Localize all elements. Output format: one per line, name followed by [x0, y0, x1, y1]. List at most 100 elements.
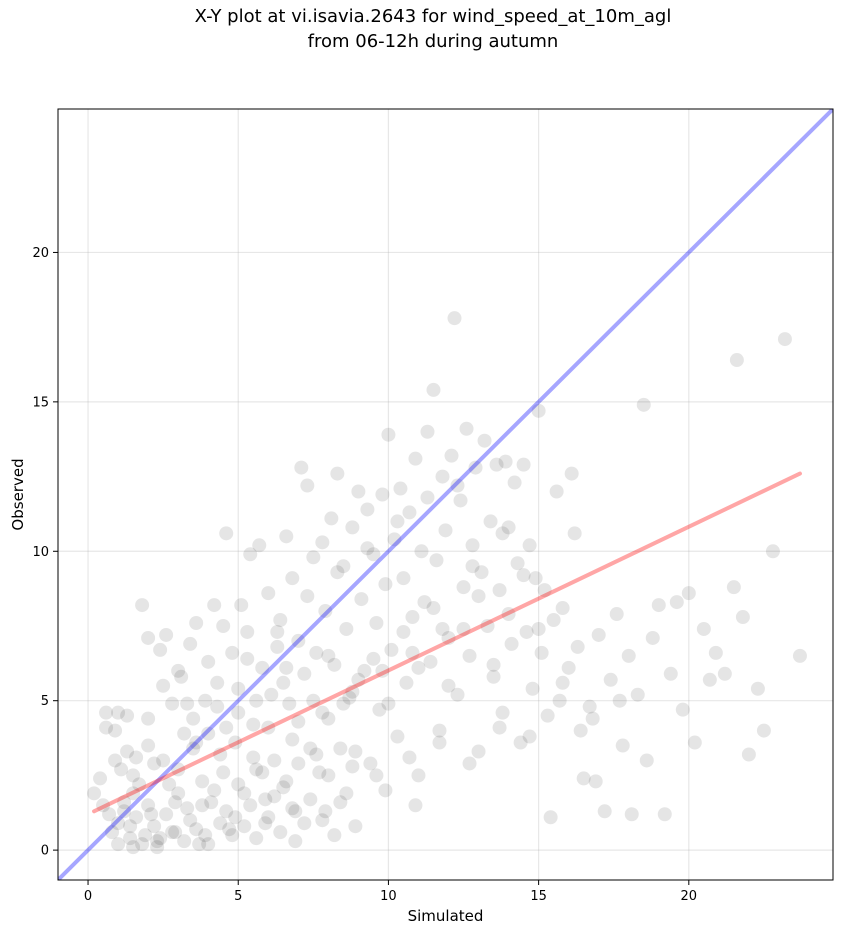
- scatter-point: [393, 481, 408, 496]
- scatter-point: [210, 699, 225, 714]
- regression-line: [92, 471, 802, 814]
- scatter-point: [306, 693, 321, 708]
- scatter-point: [279, 529, 294, 544]
- scatter-point: [516, 457, 531, 472]
- scatter-point: [381, 696, 396, 711]
- scatter-point: [180, 801, 195, 816]
- scatter-point: [345, 520, 360, 535]
- scatter-point: [366, 651, 381, 666]
- scatter-point: [297, 666, 312, 681]
- scatter-point: [192, 837, 207, 852]
- scatter-point: [435, 469, 450, 484]
- scatter-point: [516, 568, 531, 583]
- scatter-point: [249, 693, 264, 708]
- scatter-point: [108, 723, 123, 738]
- scatter-point: [105, 825, 120, 840]
- scatter-point: [663, 666, 678, 681]
- scatter-point: [381, 427, 396, 442]
- scatter-point: [126, 786, 141, 801]
- scatter-point: [306, 550, 321, 565]
- scatter-point: [258, 792, 273, 807]
- scatter-point: [552, 693, 567, 708]
- scatter-point: [696, 621, 711, 636]
- chart-subtitle: from 06-12h during autumn: [307, 31, 559, 52]
- scatter-point: [111, 837, 126, 852]
- scatter-point: [273, 613, 288, 628]
- scatter-point: [477, 433, 492, 448]
- scatter-point: [405, 645, 420, 660]
- scatter-point: [417, 595, 432, 610]
- scatter-point: [471, 744, 486, 759]
- scatter-point: [318, 804, 333, 819]
- scatter-point: [309, 645, 324, 660]
- scatter-point: [123, 831, 138, 846]
- scatter-point: [114, 762, 129, 777]
- scatter-point: [474, 565, 489, 580]
- scatter-point: [261, 720, 276, 735]
- y-tick-label: 0: [41, 844, 49, 859]
- scatter-point: [225, 645, 240, 660]
- scatter-point: [636, 397, 651, 412]
- scatter-point: [348, 819, 363, 834]
- scatter-point: [570, 639, 585, 654]
- scatter-point: [228, 735, 243, 750]
- scatter-point: [717, 666, 732, 681]
- scatter-point: [279, 660, 294, 675]
- y-tick-label: 10: [32, 545, 49, 560]
- scatter-point: [309, 747, 324, 762]
- scatter-point: [321, 768, 336, 783]
- scatter-point: [102, 807, 117, 822]
- scatter-point: [519, 624, 534, 639]
- scatter-point: [495, 526, 510, 541]
- scatter-point: [201, 654, 216, 669]
- scatter-point: [321, 648, 336, 663]
- scatter-point: [339, 621, 354, 636]
- scatter-point: [189, 616, 204, 630]
- scatter-point: [441, 630, 456, 645]
- scatter-point: [510, 556, 525, 571]
- scatter-point: [189, 735, 204, 750]
- scatter-point: [198, 828, 213, 843]
- scatter-point: [405, 610, 420, 625]
- scatter-point: [612, 693, 627, 708]
- scatter-point: [372, 702, 387, 717]
- scatter-point: [117, 804, 132, 819]
- scatter-point: [447, 311, 462, 326]
- scatter-point: [363, 756, 378, 771]
- scatter-point: [537, 583, 552, 598]
- scatter-point: [288, 804, 303, 819]
- scatter-point: [129, 750, 144, 765]
- scatter-point: [321, 711, 336, 726]
- scatter-point: [99, 720, 114, 735]
- scatter-point: [162, 777, 177, 792]
- scatter-point: [486, 669, 501, 684]
- scatter-point: [657, 807, 672, 822]
- scatter-point: [441, 678, 456, 693]
- scatter-point: [480, 618, 495, 633]
- scatter-point: [450, 478, 465, 493]
- scatter-point: [165, 825, 180, 840]
- scatter-point: [159, 627, 174, 642]
- scatter-point: [207, 783, 222, 798]
- scatter-point: [150, 834, 165, 849]
- scatter-point: [87, 786, 102, 801]
- scatter-point: [528, 571, 543, 586]
- scatter-point: [168, 825, 183, 840]
- scatter-point: [246, 750, 261, 765]
- scatter-point: [402, 750, 417, 765]
- scatter-point: [465, 559, 480, 574]
- scatter-point: [603, 672, 618, 687]
- scatter-point: [285, 801, 300, 816]
- scatter-point: [351, 484, 366, 499]
- scatter-point: [576, 771, 591, 786]
- scatter-point: [141, 630, 156, 645]
- x-tick-label: 5: [234, 889, 242, 904]
- scatter-point: [402, 505, 417, 520]
- scatter-point: [639, 753, 654, 768]
- scatter-point: [174, 669, 189, 684]
- scatter-point: [465, 538, 480, 553]
- scatter-point: [315, 535, 330, 550]
- scatter-point: [180, 696, 195, 711]
- x-tick-label: 20: [681, 889, 698, 904]
